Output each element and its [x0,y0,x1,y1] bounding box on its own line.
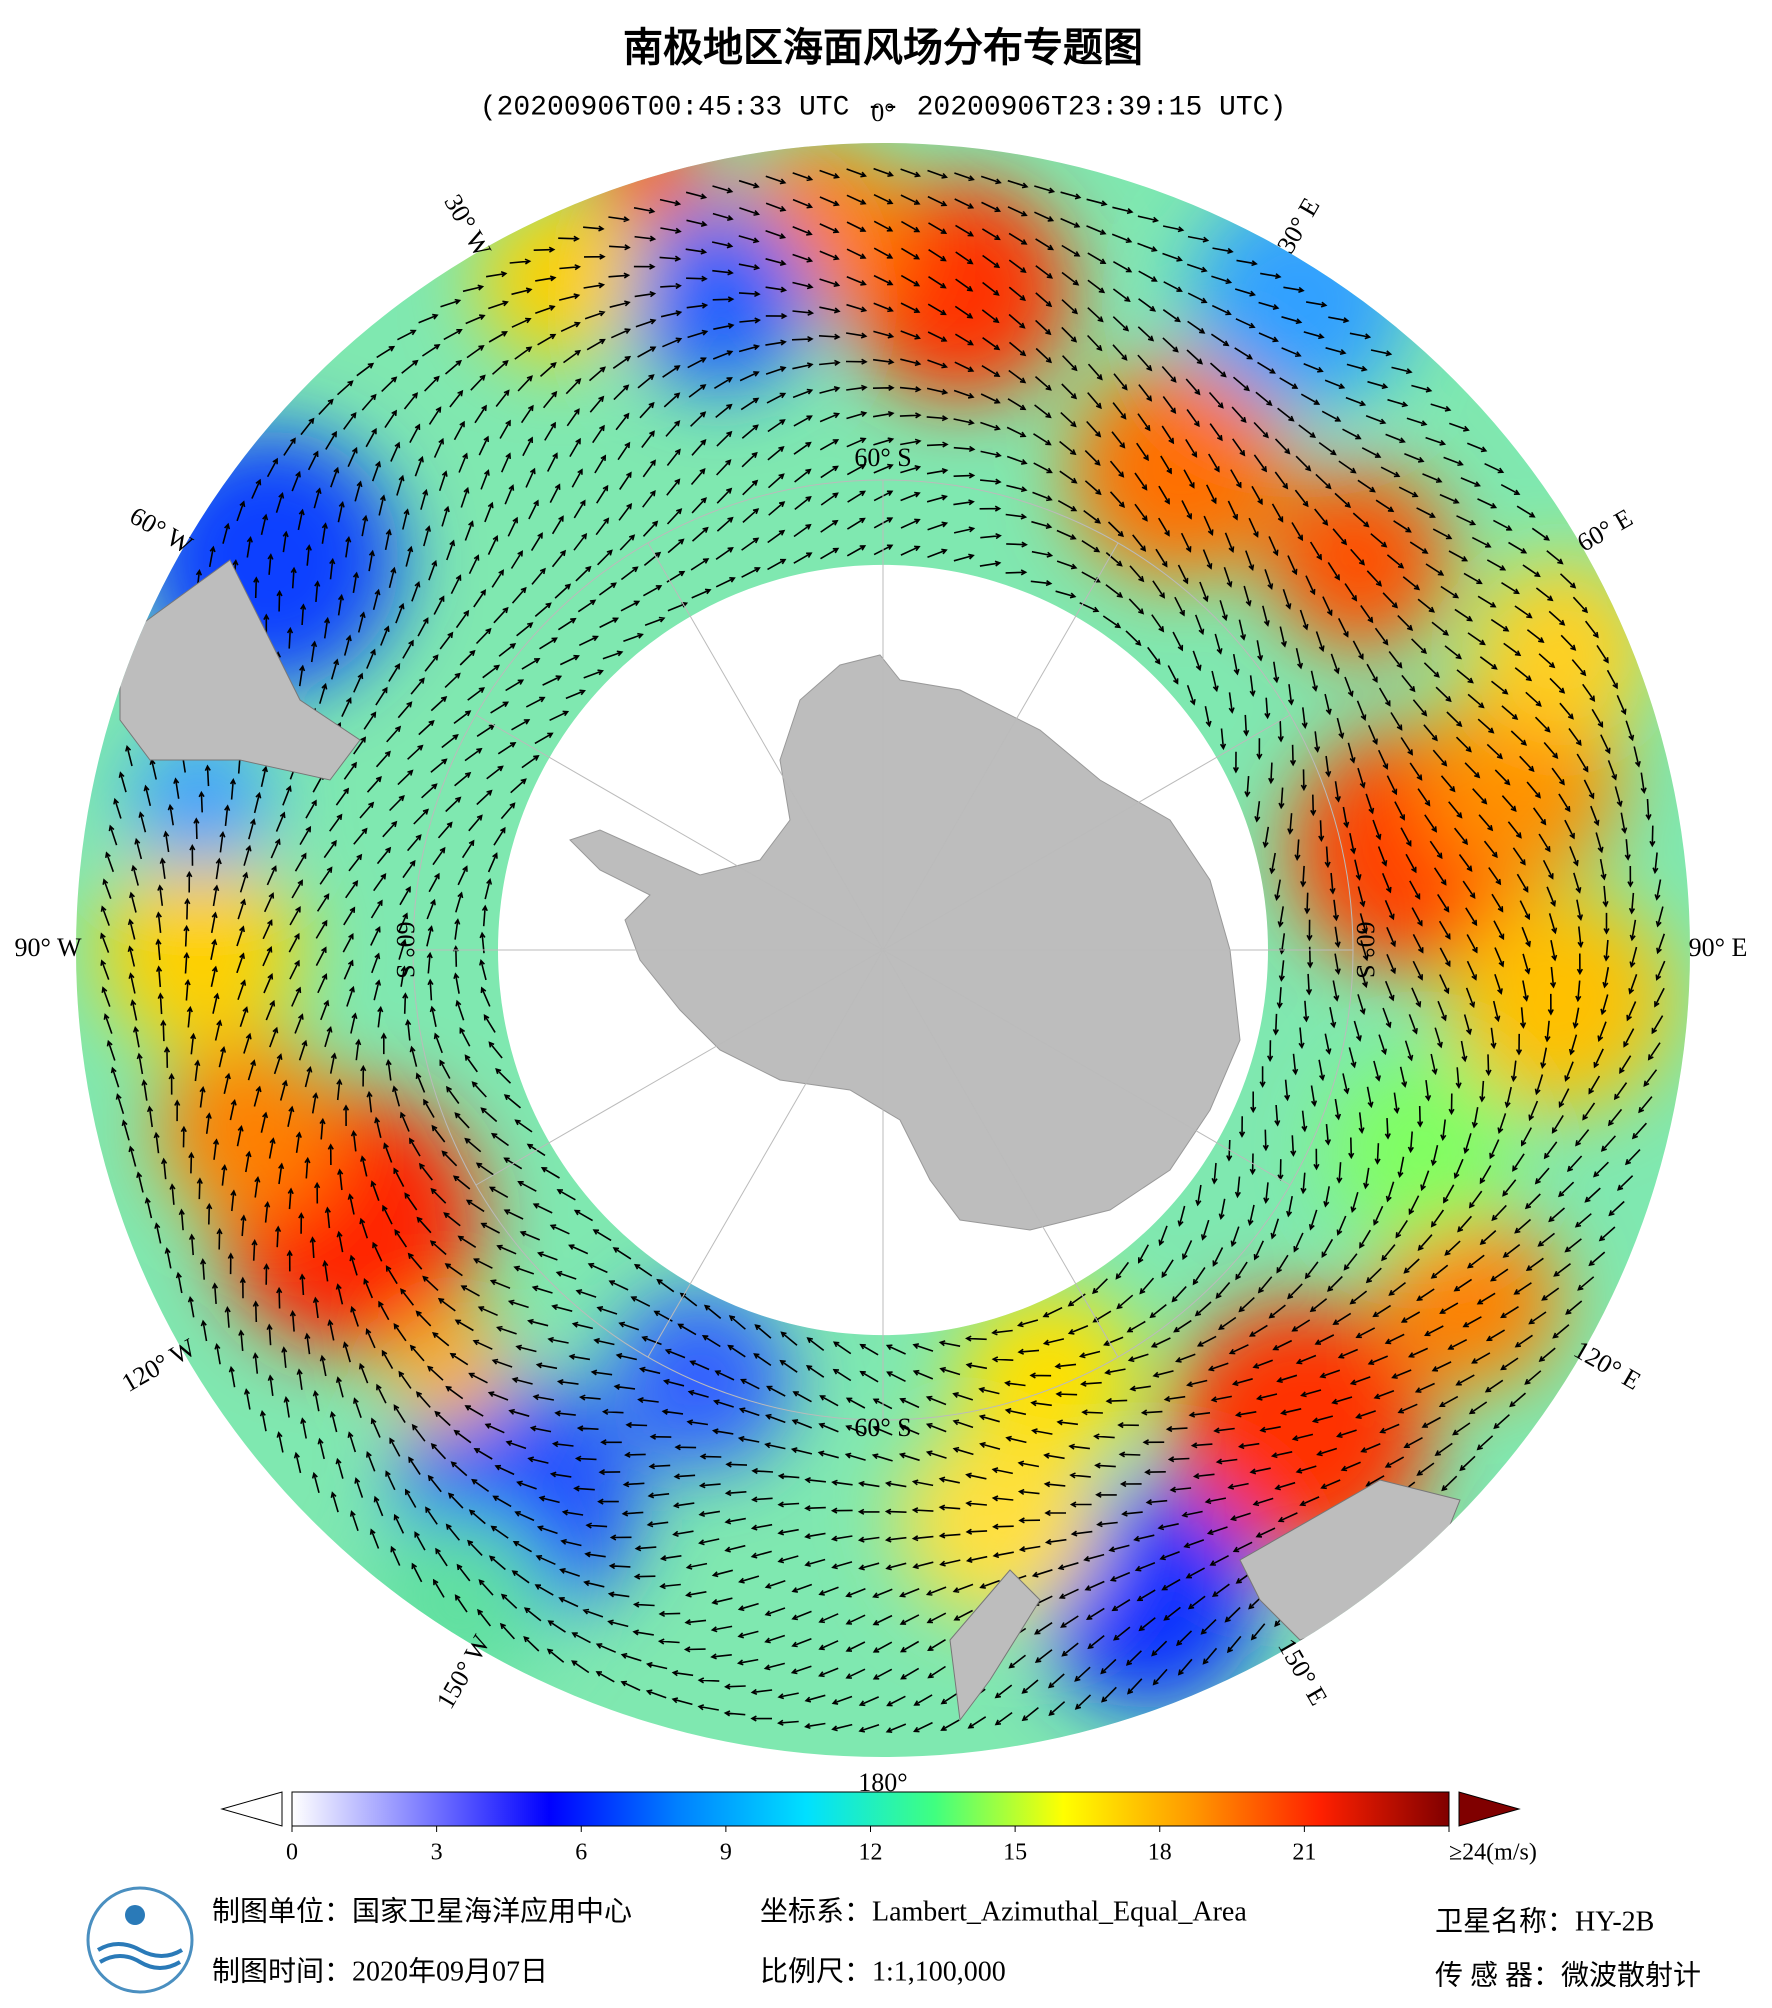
speed-patch [390,1310,510,1430]
satellite: 卫星名称：HY-2B [1435,1905,1654,1937]
longitude-label: 90° W [15,933,82,962]
latitude-label: 60° S [854,443,911,472]
longitude-label: 90° E [1689,933,1748,962]
speed-patch [1330,1060,1510,1240]
latitude-label: 60° S [1351,921,1380,978]
new-zealand-south [949,1569,1041,1722]
longitude-label: 150° W [431,1630,496,1714]
longitude-label: 60° W [125,501,198,560]
colorbar-tick-label: 18 [1148,1840,1172,1866]
scale: 比例尺：1:1,100,000 [760,1955,1006,1987]
latitude-label: 60° S [391,921,420,978]
colorbar-tick-label: 9 [720,1840,732,1866]
sensor: 传 感 器：微波散射计 [1435,1959,1701,1991]
speed-patch [960,1290,1140,1470]
producer: 制图单位：国家卫星海洋应用中心 [212,1895,632,1927]
longitude-label: 30° W [438,189,497,262]
longitude-label: 30° E [1271,193,1326,258]
speed-patch [100,850,300,1050]
speed-patch [1450,890,1670,1110]
colorbar-tick-label: 6 [575,1840,587,1866]
longitude-label: 120° W [117,1333,201,1398]
subtitle: (20200906T00:45:33 UTC -- 20200906T23:39… [480,92,1287,123]
colorbar-min-arrow [220,1791,283,1827]
longitude-label: 0° [871,98,894,127]
map-time: 制图时间：2020年09月07日 [212,1955,548,1987]
colorbar-max-arrow [1458,1791,1521,1827]
colorbar-tick-label: 0 [286,1840,298,1866]
colorbar-tick-label: 21 [1292,1840,1316,1866]
crs: 坐标系：Lambert_Azimuthal_Equal_Area [760,1895,1247,1927]
latitude-label: 60° S [854,1413,911,1442]
speed-patch [1470,560,1650,740]
antarctica [569,654,1241,1231]
colorbar-tick-label: 12 [859,1840,883,1866]
graticule [412,479,1354,1421]
title: 南极地区海面风场分布专题图 [623,25,1143,70]
colorbar-tick-label: 15 [1003,1840,1027,1866]
longitude-label: 150° E [1272,1634,1333,1711]
longitude-label: 60° E [1572,503,1637,558]
colorbar [291,1791,1450,1827]
longitude-label: 120° E [1569,1335,1646,1396]
colorbar-tick-label: ≥24(m/s) [1449,1840,1537,1866]
speed-patch [610,1290,790,1470]
logo [86,1886,194,1994]
speed-patch [160,1040,340,1220]
south-america [119,559,361,781]
speed-patch [1380,1210,1560,1390]
wind-speed-shading [100,143,1670,1710]
colorbar-tick-label: 3 [431,1840,443,1866]
speed-patch [480,200,640,360]
